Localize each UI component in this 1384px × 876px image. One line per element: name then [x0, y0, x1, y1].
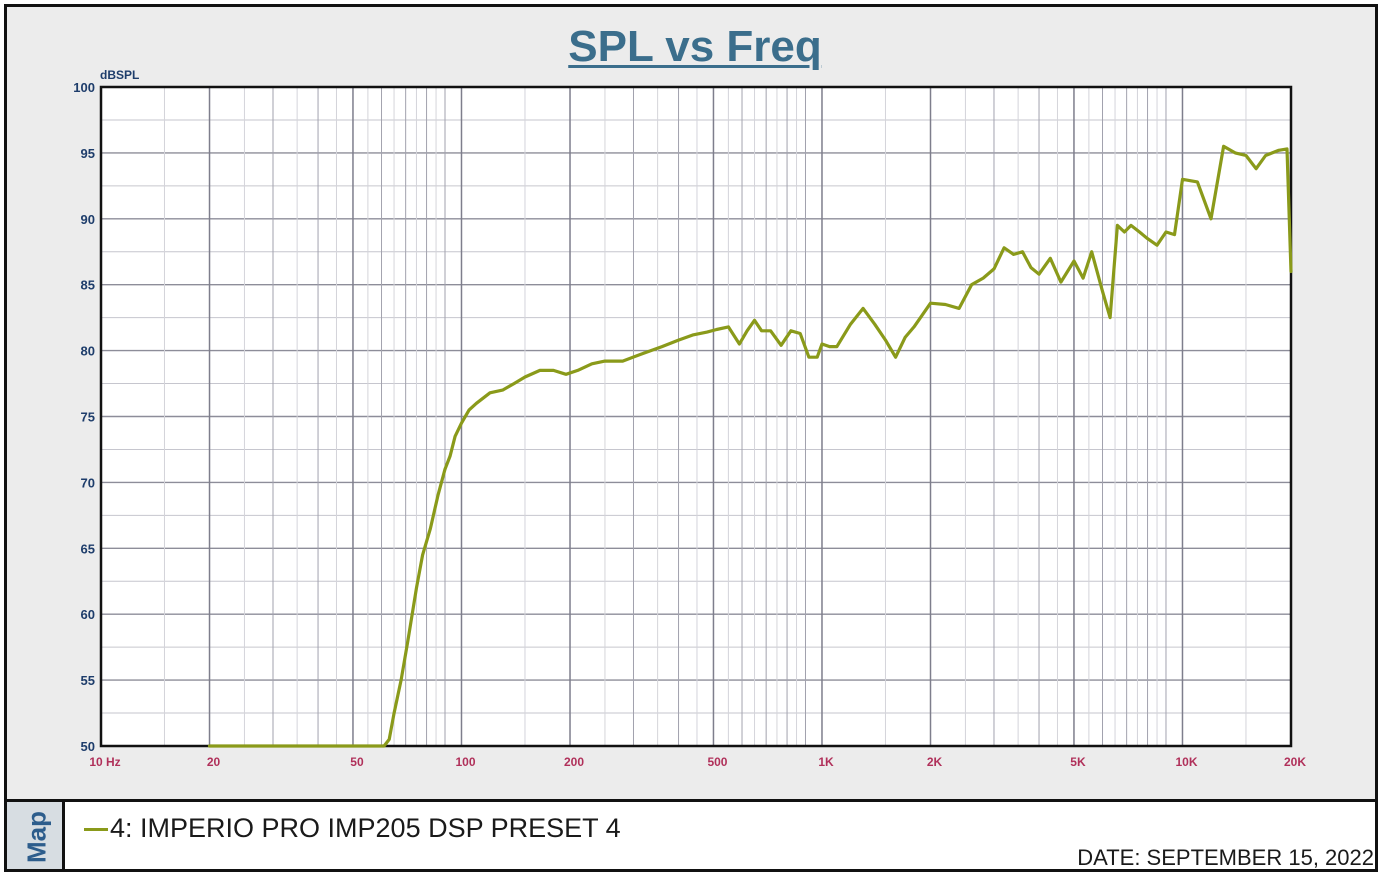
series-line [207, 144, 1293, 748]
y-tick-label: 60 [81, 607, 95, 622]
y-tick-label: 100 [73, 80, 95, 95]
x-tick-label: 200 [564, 755, 584, 769]
y-tick-label: 55 [81, 673, 95, 688]
y-tick-label: 50 [81, 739, 95, 754]
x-tick-label: 20K [1284, 755, 1306, 769]
x-tick-label: 50 [350, 755, 364, 769]
map-label: Map [21, 811, 52, 863]
legend-panel [7, 802, 1375, 869]
legend-series-swatch [84, 828, 108, 831]
legend-series-label: 4: IMPERIO PRO IMP205 DSP PRESET 4 [110, 813, 621, 843]
y-tick-label: 80 [81, 344, 95, 359]
y-axis-label: dBSPL [100, 68, 139, 82]
x-tick-label: 2K [927, 755, 943, 769]
y-tick-label: 75 [81, 410, 95, 425]
x-tick-label: 10 Hz [89, 755, 120, 769]
chart-plot-svg: 50 55 60 65 70 75 80 85 90 95 100 dBSPL 10 Hz 20 50 100… [73, 68, 1306, 769]
plot-border [99, 85, 1293, 748]
legend-divider [4, 799, 1378, 802]
y-tick-label: 65 [81, 541, 95, 556]
x-tick-label: 500 [707, 755, 727, 769]
y-tick-label: 70 [81, 475, 95, 490]
y-tick-label: 85 [81, 278, 95, 293]
y-tick-label: 90 [81, 212, 95, 227]
map-tab[interactable] [7, 802, 65, 869]
date-label: DATE: SEPTEMBER 15, 2022 [1077, 845, 1374, 870]
chart-title: SPL vs Freq [568, 22, 822, 71]
y-tick-label: 95 [81, 146, 95, 161]
x-tick-label: 100 [455, 755, 475, 769]
x-tick-label: 5K [1070, 755, 1086, 769]
x-tick-label: 1K [818, 755, 834, 769]
x-tick-label: 20 [207, 755, 221, 769]
x-tick-label: 10K [1175, 755, 1197, 769]
